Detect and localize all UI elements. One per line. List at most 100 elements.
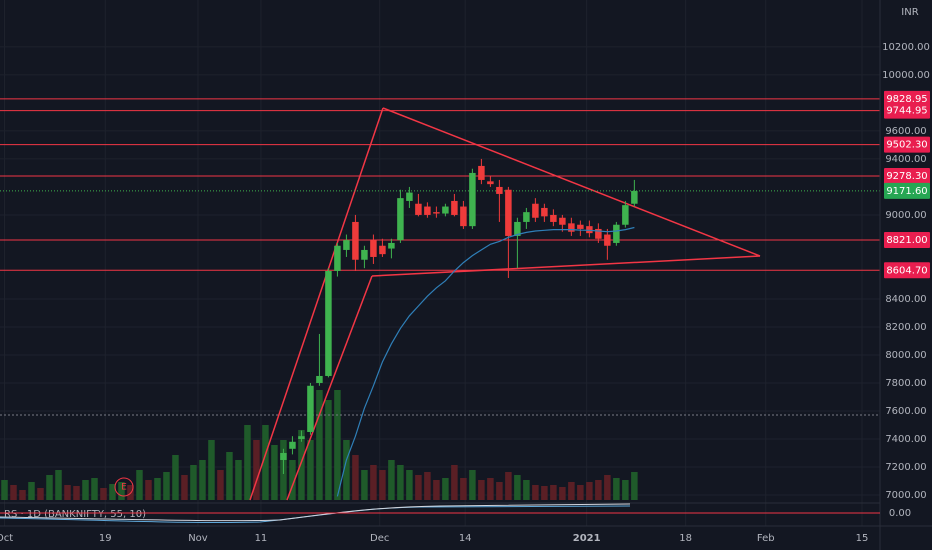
level-label: 9828.95 [886,94,927,105]
trend-line [371,255,761,277]
volume-bar [469,470,476,500]
volume-bar [559,487,566,500]
candle-body [523,212,530,222]
candle-body [532,203,539,218]
level-label: 8821.00 [886,235,927,246]
volume-bar [109,484,116,500]
volume-bar [442,478,449,500]
rs-signal [0,503,631,522]
candle-body [496,186,503,194]
candle-body [460,206,467,227]
volume-bar [595,480,602,500]
candle-body [622,205,629,225]
moving-average [336,226,635,497]
level-box [884,167,930,184]
y-tick-label: 9000.00 [885,210,926,221]
volume-bar [487,478,494,500]
candle-body [289,441,296,449]
level-box [884,262,930,279]
volume-bar [343,440,350,500]
last-price-label: 9171.60 [886,186,927,197]
volume-bar [163,472,170,500]
candle-body [298,436,305,439]
candle-body [316,375,323,383]
y-tick-label: 8400.00 [885,294,926,305]
y-tick-label: 7400.00 [885,434,926,445]
candle-body [505,189,512,236]
volume-bar [172,455,179,500]
volume-bar [451,465,458,500]
volume-bar [586,482,593,500]
volume-bar [28,482,35,500]
volume-bar [397,465,404,500]
candle-body [478,165,485,180]
candle-body [541,207,548,217]
volume-bar [55,470,62,500]
volume-bar [91,478,98,500]
volume-bar [379,470,386,500]
x-tick-label: 11 [255,533,268,544]
level-label: 9744.95 [886,106,927,117]
volume-bar [388,460,395,500]
y-tick-label: 8000.00 [885,350,926,361]
volume-bar [289,460,296,500]
volume-bar [136,470,143,500]
level-box [884,136,930,153]
volume-bar [199,460,206,500]
volume-bar [298,430,305,500]
candle-body [397,198,404,241]
volume-bar [235,460,242,500]
x-tick-label: Dec [370,533,389,544]
volume-bar [271,445,278,500]
volume-bar [523,480,530,500]
volume-bar [505,472,512,500]
volume-bar [631,472,638,500]
volume-bar [262,425,269,500]
volume-bar [361,470,368,500]
volume-bar [253,440,260,500]
x-tick-label: 14 [459,533,472,544]
volume-bar [307,440,314,500]
candle-body [559,217,566,225]
candle-body [550,214,557,222]
y-tick-label: 9600.00 [885,126,926,137]
volume-bar [145,480,152,500]
candle-body [307,385,314,432]
volume-bar [208,440,215,500]
volume-bar [244,425,251,500]
candle-body [379,245,386,255]
volume-bar [217,470,224,500]
volume-bar [334,390,341,500]
volume-bar [550,485,557,500]
trend-line [382,107,761,257]
candle-body [586,226,593,234]
indicator-label: RS · 1D (BANKNIFTY, 55, 10) [4,509,146,520]
earnings-marker[interactable] [114,477,134,497]
candle-body [325,270,332,376]
y-tick-label: 7200.00 [885,462,926,473]
candle-body [343,240,350,250]
volume-bar [577,485,584,500]
candle-body [604,234,611,246]
x-tick-label: 19 [99,533,112,544]
level-label: 9278.30 [886,171,927,182]
x-tick-label: 2021 [573,533,601,544]
candle-body [370,240,377,257]
volume-bar [1,480,8,500]
volume-bar [604,475,611,500]
volume-bar [478,480,485,500]
y-tick-label: 7600.00 [885,406,926,417]
volume-bar [73,486,80,500]
y-tick-label: 10000.00 [882,70,930,81]
drawings [249,107,761,501]
level-label: 9502.30 [886,140,927,151]
candle-body [334,245,341,271]
volume-bar [406,470,413,500]
candle-body [388,242,395,249]
candle-body [514,221,521,236]
candle-body [487,181,494,185]
candle-body [451,200,458,215]
y-tick-label: 7800.00 [885,378,926,389]
